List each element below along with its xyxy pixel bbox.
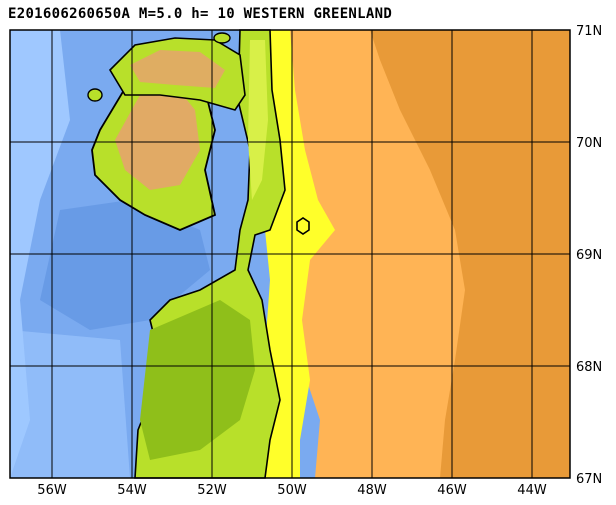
lon-label: 54W: [117, 483, 147, 498]
lon-label: 50W: [277, 483, 307, 498]
nuussuaq-highland: [130, 50, 225, 88]
lat-label: 68N: [576, 360, 602, 375]
graticule: [10, 30, 570, 478]
deep-ocean-mid: [40, 200, 210, 330]
lon-label: 48W: [357, 483, 387, 498]
lon-label: 44W: [517, 483, 547, 498]
disko-highland: [115, 85, 200, 190]
map-title: E201606260650A M=5.0 h= 10 WESTERN GREEN…: [8, 6, 393, 22]
lon-label: 52W: [197, 483, 227, 498]
shelf-zone: [10, 330, 130, 478]
mainland-lowland: [140, 300, 255, 460]
lon-label: 46W: [437, 483, 467, 498]
small-island-hex: [296, 217, 310, 235]
small-island: [87, 88, 103, 102]
lat-label: 69N: [576, 248, 602, 263]
lat-label: 67N: [576, 472, 602, 487]
lat-label: 70N: [576, 136, 602, 151]
mainland-upland: [248, 40, 268, 200]
lon-label: 56W: [37, 483, 67, 498]
map-frame: [9, 29, 571, 479]
small-island: [213, 32, 231, 44]
lat-label: 71N: [576, 24, 602, 39]
